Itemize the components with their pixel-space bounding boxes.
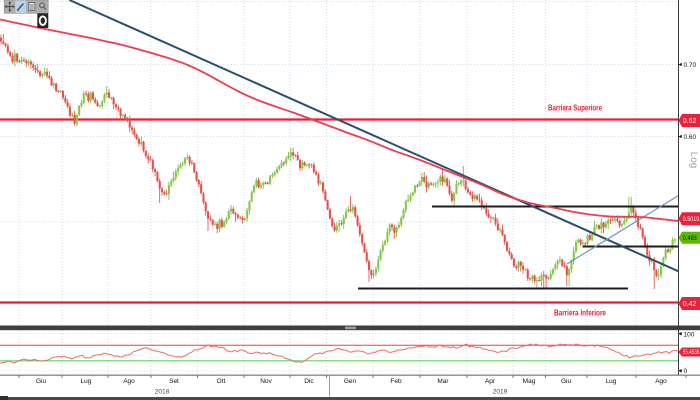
svg-text:Lug: Lug	[81, 378, 92, 385]
svg-text:2018: 2018	[155, 389, 170, 396]
svg-text:Feb: Feb	[390, 378, 402, 385]
svg-text:Giu: Giu	[36, 378, 47, 385]
svg-text:Mar: Mar	[437, 378, 449, 385]
svg-text:Ago: Ago	[655, 378, 667, 385]
svg-text:Mag: Mag	[523, 378, 536, 385]
svg-text:Ago: Ago	[123, 378, 135, 385]
svg-text:2019: 2019	[493, 389, 508, 396]
svg-text:Lug: Lug	[606, 378, 617, 385]
svg-text:100: 100	[684, 331, 695, 338]
svg-text:0.70: 0.70	[684, 62, 697, 69]
svg-text:Apr: Apr	[485, 378, 496, 385]
svg-text:Barriera Inferiore: Barriera Inferiore	[554, 309, 606, 318]
svg-text:0.483: 0.483	[683, 235, 697, 242]
svg-text:Giu: Giu	[561, 378, 572, 385]
svg-text:0.60: 0.60	[684, 134, 697, 141]
svg-text:Dic: Dic	[304, 378, 314, 385]
svg-text:0: 0	[684, 368, 688, 375]
svg-text:Ott: Ott	[217, 378, 226, 385]
svg-text:0.42: 0.42	[683, 301, 697, 308]
svg-text:Set: Set	[169, 378, 179, 385]
svg-text:Nov: Nov	[260, 378, 272, 385]
svg-text:Log: Log	[688, 152, 699, 169]
svg-text:0.62: 0.62	[683, 118, 697, 125]
svg-text:0.5019: 0.5019	[683, 216, 700, 223]
svg-text:Barriera Superiore: Barriera Superiore	[548, 104, 602, 113]
svg-text:Gen: Gen	[344, 378, 357, 385]
svg-text:55.4535: 55.4535	[683, 350, 700, 356]
